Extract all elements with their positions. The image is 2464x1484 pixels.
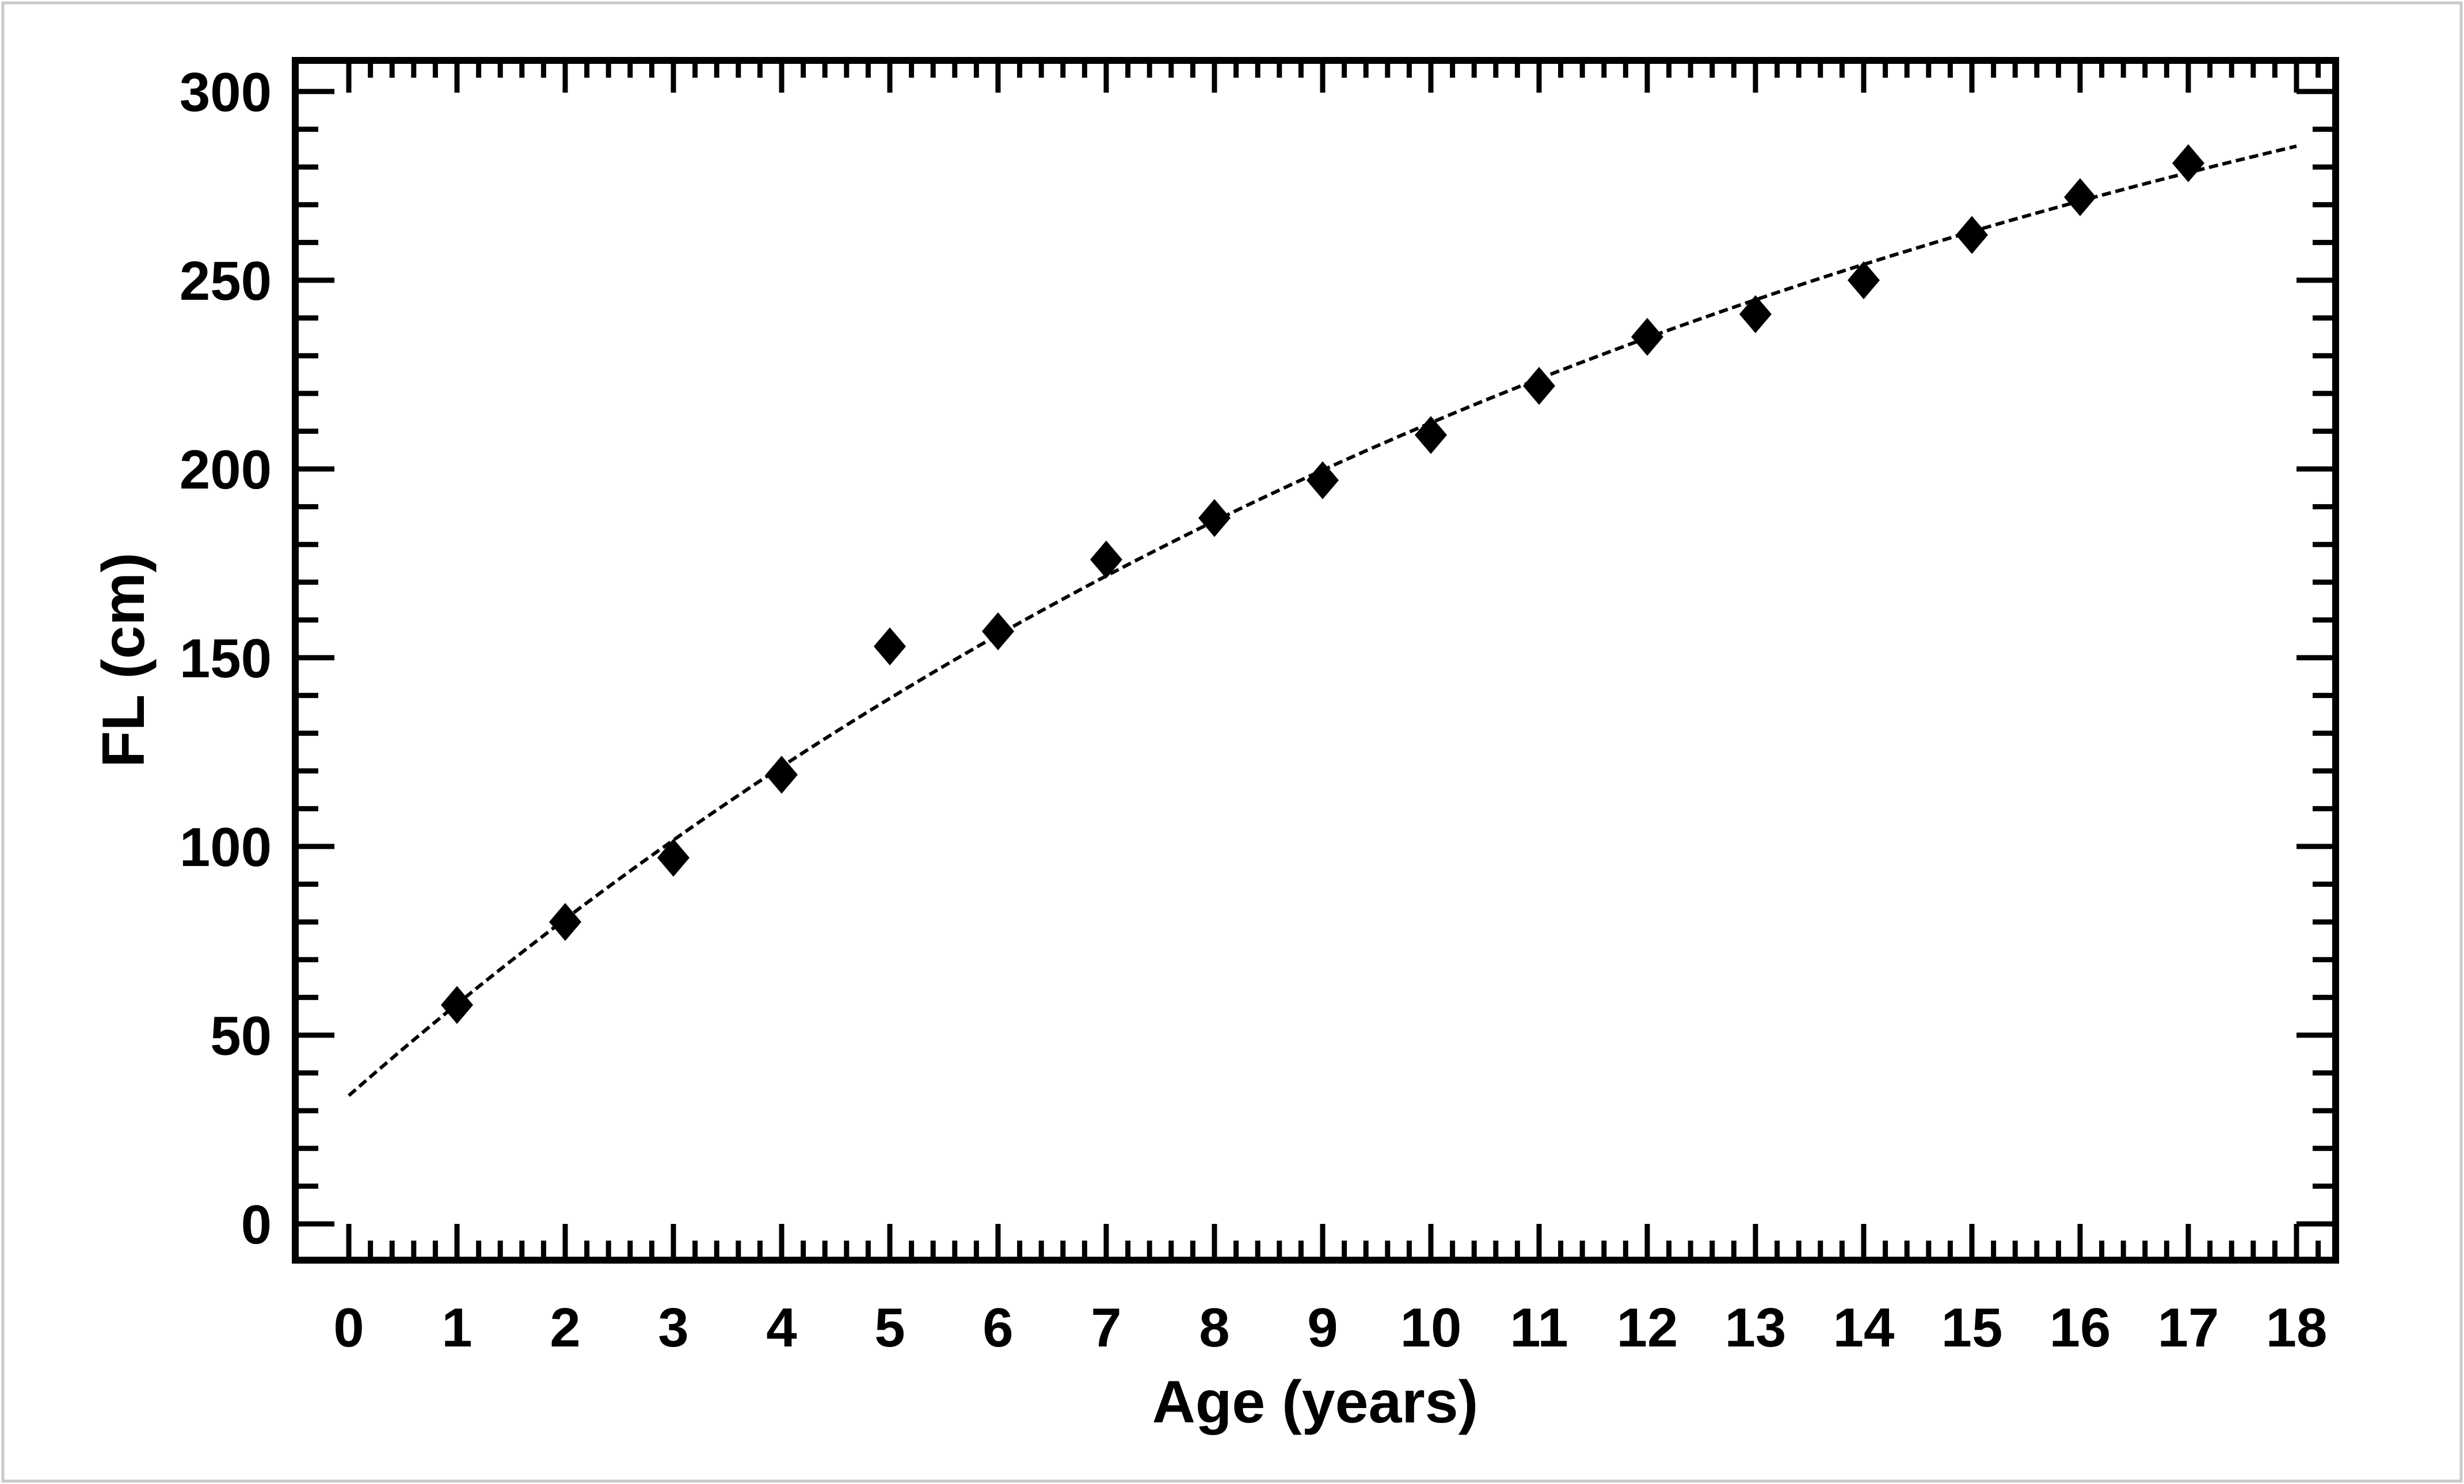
data-point-diamond (1848, 261, 1880, 299)
data-point-diamond (766, 756, 798, 794)
x-tick-label: 8 (1199, 1297, 1229, 1359)
data-point-diamond (657, 838, 690, 877)
data-point-diamond (1523, 367, 1555, 405)
x-tick-label: 6 (982, 1297, 1013, 1359)
x-tick-label: 3 (658, 1297, 688, 1359)
data-point-diamond (1631, 318, 1663, 356)
data-point-diamond (1739, 295, 1772, 334)
x-tick-label: 7 (1091, 1297, 1121, 1359)
x-axis-title: Age (years) (1152, 1369, 1478, 1436)
y-tick-label: 250 (180, 250, 272, 312)
x-tick-label: 2 (550, 1297, 580, 1359)
x-tick-label: 18 (2266, 1297, 2328, 1359)
y-tick-label: 100 (180, 817, 272, 878)
x-tick-label: 13 (1725, 1297, 1787, 1359)
data-point-diamond (1415, 415, 1447, 454)
data-point-diamond (1956, 216, 1988, 254)
x-tick-label: 12 (1617, 1297, 1678, 1359)
data-point-diamond (874, 627, 906, 666)
y-tick-label: 300 (180, 62, 272, 123)
x-tick-label: 10 (1400, 1297, 1462, 1359)
x-tick-label: 11 (1510, 1297, 1568, 1359)
data-point-diamond (1090, 540, 1122, 579)
data-point-diamond (441, 986, 473, 1024)
x-tick-label: 4 (766, 1297, 797, 1359)
x-tick-label: 16 (2050, 1297, 2111, 1359)
y-tick-label: 200 (180, 439, 272, 501)
y-tick-label: 0 (241, 1194, 272, 1256)
x-tick-label: 1 (441, 1297, 472, 1359)
data-point-diamond (549, 903, 581, 941)
data-point-diamond (1307, 461, 1339, 499)
y-tick-label: 50 (210, 1005, 272, 1067)
x-tick-label: 17 (2158, 1297, 2219, 1359)
x-tick-label: 0 (333, 1297, 364, 1359)
y-axis-title: FL (cm) (90, 552, 157, 768)
data-point-diamond (1198, 499, 1231, 537)
y-tick-label: 150 (180, 628, 272, 689)
x-tick-label: 14 (1833, 1297, 1895, 1359)
x-tick-label: 9 (1307, 1297, 1338, 1359)
data-point-diamond (982, 612, 1014, 651)
data-point-diamond (2064, 178, 2096, 216)
x-tick-label: 15 (1941, 1297, 2003, 1359)
x-tick-label: 5 (874, 1297, 905, 1359)
data-point-diamond (2172, 144, 2204, 182)
